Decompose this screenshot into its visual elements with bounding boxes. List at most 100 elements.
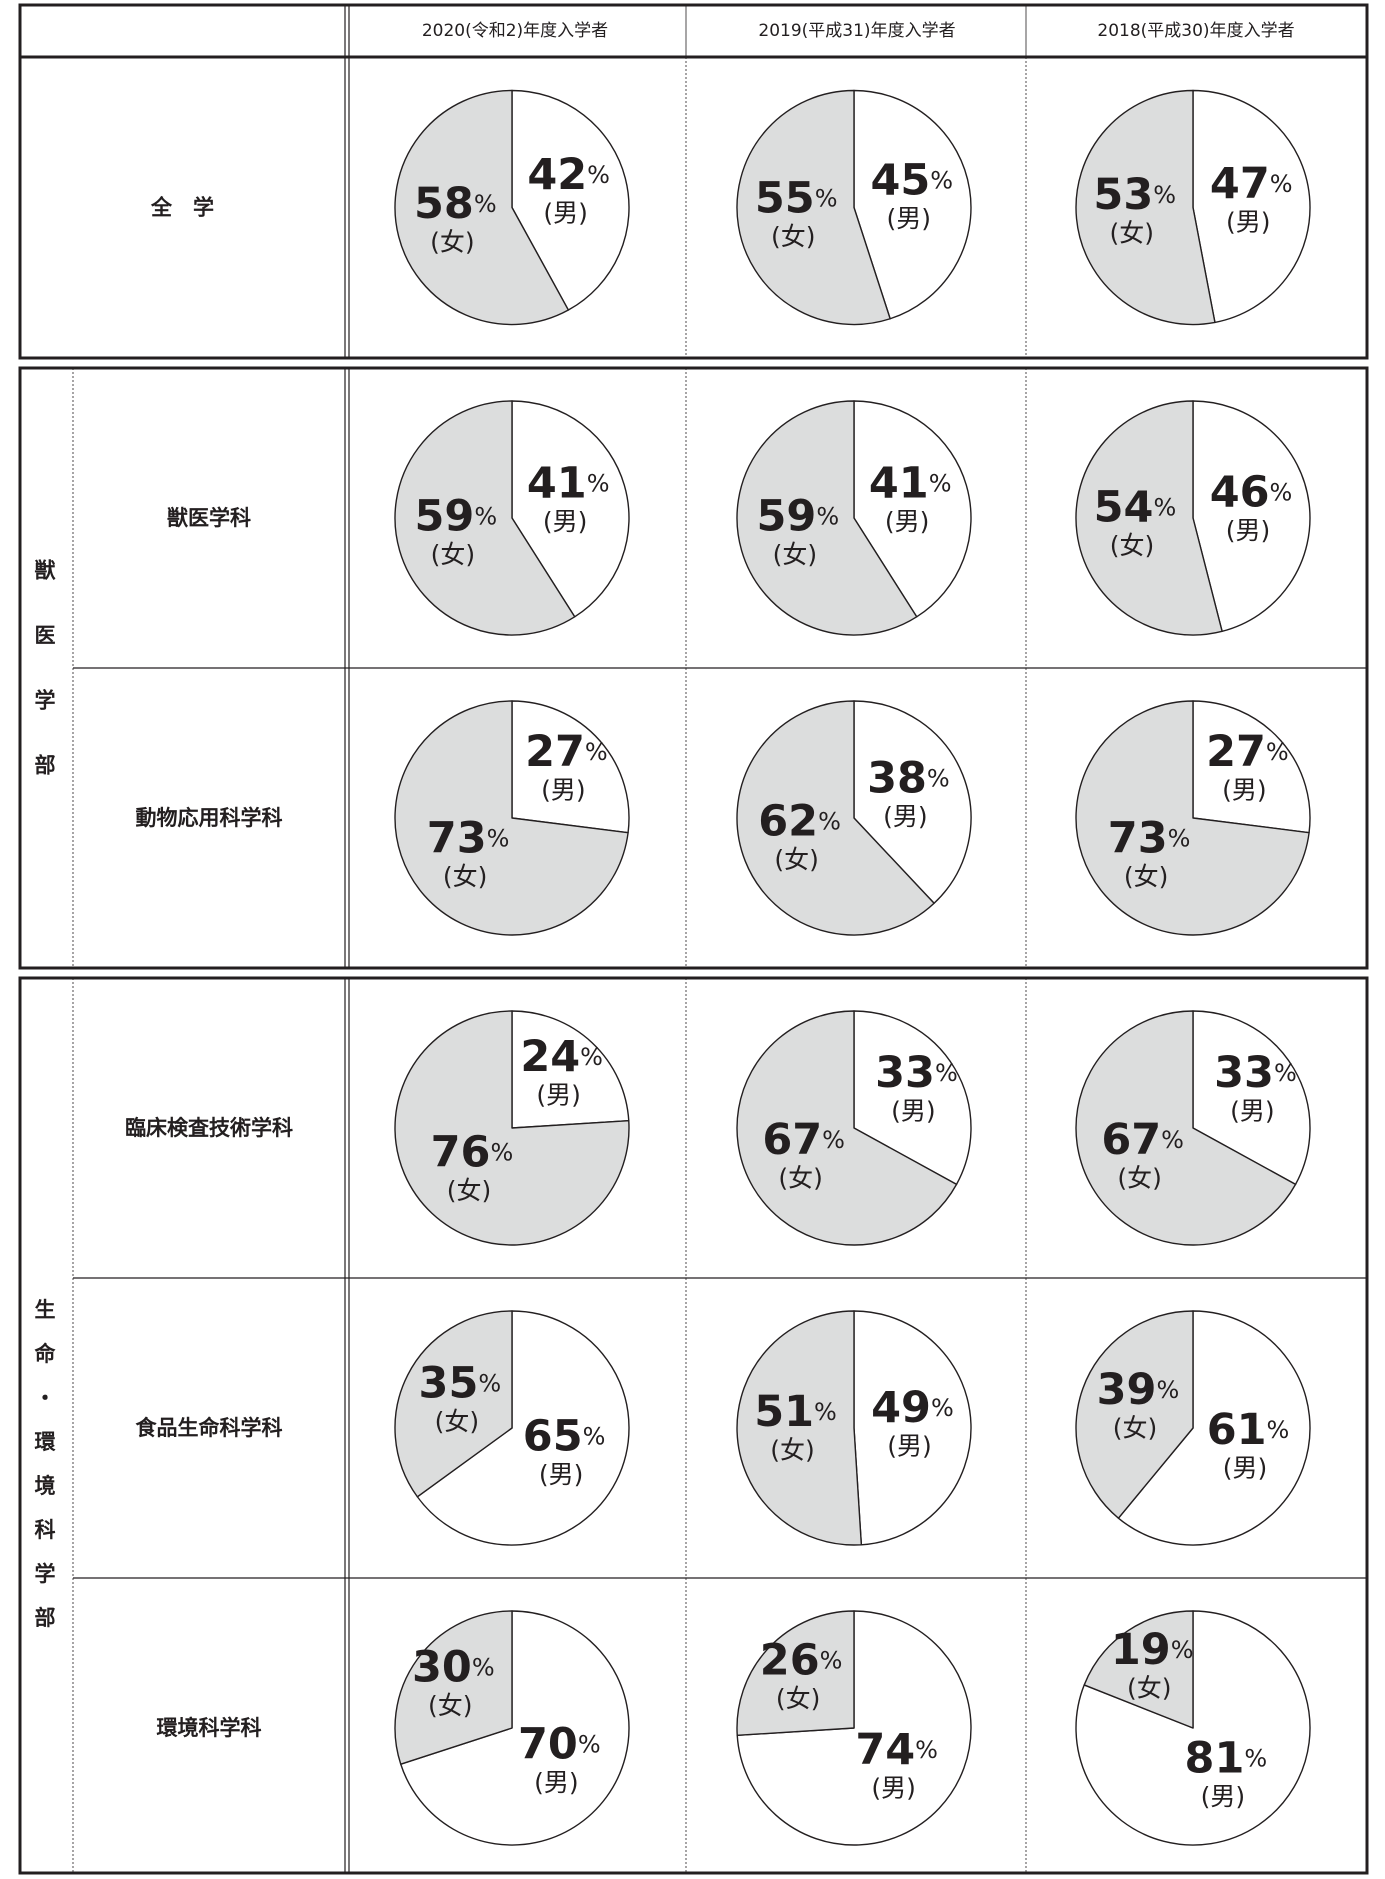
female-slice-label: 62%(女) (758, 797, 841, 875)
female-slice-label: 59%(女) (756, 491, 839, 569)
female-slice-label: 35%(女) (419, 1358, 502, 1436)
male-slice (853, 89, 972, 320)
male-slice-category: (男) (883, 802, 928, 831)
female-slice-category: (女) (428, 1691, 473, 1720)
female-slice-value: 19% (1111, 1625, 1194, 1675)
group-label-char: 部 (35, 754, 56, 778)
female-slice-label: 54%(女) (1094, 482, 1177, 559)
male-slice (1117, 1310, 1311, 1546)
female-slice-value: 54% (1094, 482, 1177, 532)
group-label-char: 部 (35, 1606, 56, 1630)
row-label: 食品生命科学科 (136, 1416, 283, 1440)
female-slice-value: 67% (1101, 1115, 1184, 1165)
female-slice-value: 59% (756, 491, 839, 541)
row-label: 全 学 (150, 196, 214, 220)
row-label: 獣医学科 (167, 506, 251, 530)
female-slice (394, 1010, 630, 1246)
female-slice-label: 59%(女) (414, 491, 497, 569)
female-slice-label: 67%(女) (762, 1115, 845, 1193)
male-slice-label: 24%(男) (520, 1032, 603, 1110)
female-slice (394, 400, 576, 636)
female-slice-category: (女) (773, 540, 818, 569)
female-slice-value: 73% (1108, 814, 1191, 864)
group-label-char: 生 (35, 1298, 56, 1322)
male-slice-category: (男) (534, 1768, 579, 1797)
male-slice-value: 24% (520, 1032, 603, 1082)
male-slice-value: 74% (855, 1725, 938, 1775)
male-slice-category: (男) (887, 204, 932, 233)
male-slice-value: 46% (1210, 468, 1293, 518)
male-slice-category: (男) (543, 507, 588, 536)
male-slice-category: (男) (536, 1081, 581, 1110)
female-slice-category: (女) (431, 540, 476, 569)
male-slice (853, 1010, 972, 1186)
male-slice-label: 61%(男) (1207, 1405, 1290, 1483)
male-slice-value: 38% (867, 753, 950, 803)
female-slice-category: (女) (1110, 531, 1155, 560)
male-slice (1192, 400, 1311, 633)
female-slice-label: 19%(女) (1111, 1625, 1194, 1703)
male-slice-label: 65%(男) (523, 1412, 606, 1490)
group-label-char: 学 (35, 689, 56, 713)
male-slice (853, 1310, 972, 1546)
male-slice-value: 47% (1210, 159, 1293, 209)
male-slice-value: 41% (527, 459, 610, 509)
male-slice-category: (男) (1201, 1782, 1246, 1811)
male-slice-label: 27%(男) (1206, 727, 1289, 805)
female-slice-label: 30%(女) (412, 1642, 495, 1720)
male-slice (416, 1310, 630, 1546)
female-slice (736, 1010, 958, 1246)
column-header: 2018(平成30)年度入学者 (1097, 21, 1294, 41)
male-slice-category: (男) (885, 507, 930, 536)
female-slice-category: (女) (771, 222, 816, 251)
female-slice (394, 1610, 513, 1765)
male-slice-category: (男) (1226, 516, 1271, 545)
female-slice-category: (女) (443, 862, 488, 891)
female-slice-value: 58% (414, 179, 497, 229)
male-slice-label: 46%(男) (1210, 468, 1293, 546)
male-slice-label: 33%(男) (1214, 1048, 1297, 1126)
female-slice-value: 62% (758, 797, 841, 847)
female-slice-category: (女) (1127, 1674, 1172, 1703)
group-label-char: 命 (35, 1342, 57, 1366)
female-slice-category: (女) (1110, 219, 1155, 248)
female-slice-value: 55% (755, 174, 838, 224)
section-frame (18, 55, 1369, 360)
female-slice (1075, 700, 1310, 936)
female-slice (394, 700, 629, 936)
female-slice (736, 400, 918, 636)
female-slice (736, 89, 891, 326)
male-slice-category: (男) (1230, 1097, 1275, 1126)
female-slice (736, 1310, 863, 1546)
male-slice-value: 33% (1214, 1048, 1297, 1098)
male-slice-label: 45%(男) (870, 155, 953, 233)
female-slice-category: (女) (774, 845, 819, 874)
male-slice (511, 1010, 630, 1129)
male-slice-category: (男) (541, 776, 586, 805)
male-slice-category: (男) (1226, 207, 1271, 236)
female-slice-label: 58%(女) (414, 179, 497, 256)
female-slice-category: (女) (1117, 1163, 1162, 1192)
female-slice (1075, 89, 1216, 326)
female-slice-value: 76% (431, 1128, 514, 1178)
male-slice (1192, 89, 1311, 324)
female-slice-value: 73% (427, 814, 510, 864)
female-slice-value: 30% (412, 1642, 495, 1692)
male-slice (1192, 700, 1311, 834)
group-label-char: 獣 (35, 559, 57, 583)
male-slice-label: 38%(男) (867, 753, 950, 831)
row-label: 環境科学科 (157, 1716, 262, 1740)
female-slice (736, 700, 935, 936)
male-slice-label: 74%(男) (855, 1725, 938, 1803)
male-slice-value: 27% (525, 727, 608, 777)
male-slice-label: 41%(男) (869, 459, 952, 537)
section-frame (18, 976, 1369, 1875)
male-slice (853, 700, 972, 904)
female-slice-category: (女) (778, 1163, 823, 1192)
male-slice (511, 89, 630, 311)
male-slice-value: 49% (871, 1383, 954, 1433)
female-slice-value: 35% (419, 1358, 502, 1408)
male-slice-value: 70% (518, 1719, 601, 1769)
